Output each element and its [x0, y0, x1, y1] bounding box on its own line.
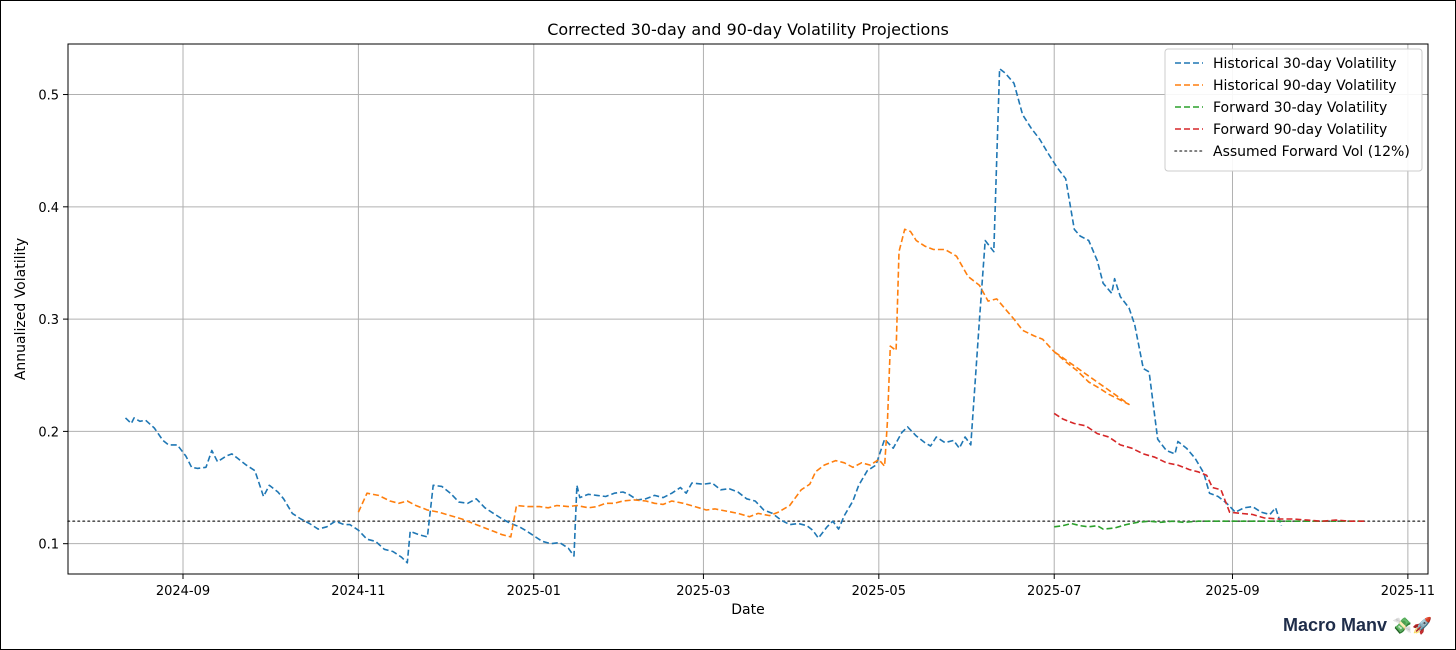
legend-label: Forward 30-day Volatility	[1213, 100, 1387, 116]
x-tick-label: 2024-11	[331, 584, 385, 599]
legend-label: Assumed Forward Vol (12%)	[1213, 144, 1410, 160]
watermark-emoji: 💸🚀	[1392, 616, 1432, 635]
legend: Historical 30-day Volatility Historical 9…	[1164, 48, 1423, 172]
series-line-4	[1053, 412, 1365, 523]
x-tick-label: 2025-05	[852, 584, 906, 599]
legend-label: Historical 90-day Volatility	[1213, 78, 1397, 94]
y-axis-label: Annualized Volatility	[13, 238, 29, 380]
x-axis-label: Date	[731, 602, 764, 618]
series-line-2	[357, 228, 1130, 538]
legend-box	[1164, 48, 1423, 172]
x-tick-label: 2025-03	[676, 584, 730, 599]
y-tick-label: 0.5	[38, 89, 59, 104]
watermark: Macro Manv 💸🚀	[1283, 615, 1432, 636]
y-tick-label: 0.1	[38, 538, 59, 553]
chart-title: Corrected 30-day and 90-day Volatility P…	[547, 20, 949, 39]
x-tick-label: 2025-09	[1205, 584, 1259, 599]
y-tick-label: 0.3	[38, 313, 59, 328]
x-tick-label: 2025-11	[1381, 584, 1435, 599]
legend-label: Forward 90-day Volatility	[1213, 122, 1387, 138]
plot-frame	[67, 43, 1429, 575]
legend-label: Historical 30-day Volatility	[1213, 56, 1397, 72]
watermark-brand: Macro Manv	[1283, 615, 1388, 635]
series-line-3	[1054, 520, 1365, 530]
y-tick-label: 0.2	[38, 425, 59, 440]
y-tick-label: 0.4	[38, 201, 59, 216]
x-tick-label: 2025-07	[1027, 584, 1081, 599]
x-tick-label: 2025-01	[507, 584, 561, 599]
grid-lines	[68, 44, 1428, 574]
x-tick-label: 2024-09	[156, 584, 210, 599]
